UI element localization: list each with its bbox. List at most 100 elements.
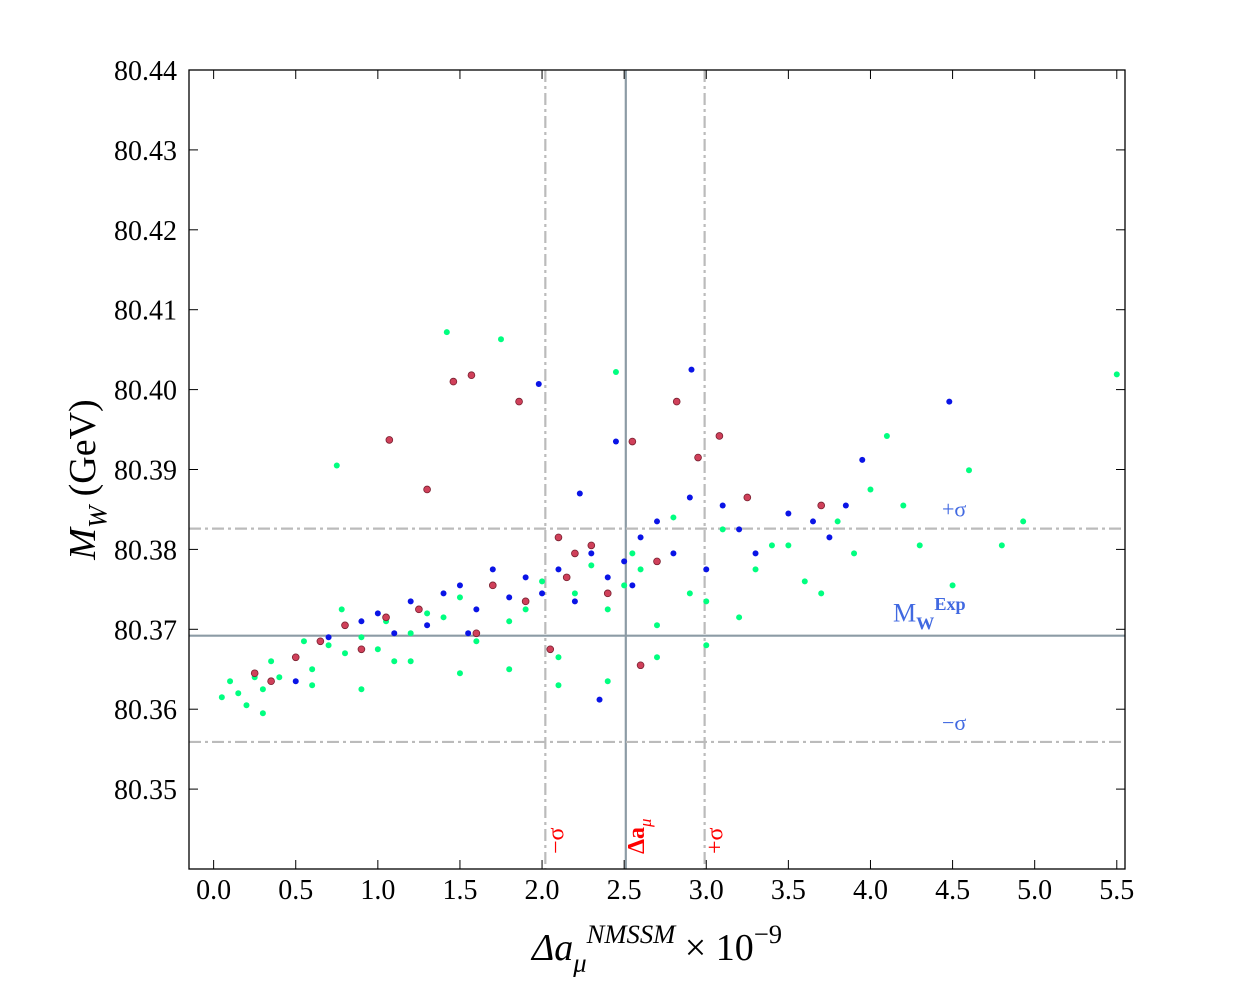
- scatter-point: [333, 462, 340, 469]
- scatter-point: [276, 674, 283, 681]
- scatter-point: [785, 510, 792, 517]
- x-tick-label: 1.5: [442, 875, 477, 906]
- scatter-point: [555, 654, 562, 661]
- scatter-point: [391, 658, 398, 665]
- scatter-point: [259, 710, 266, 717]
- scatter-point: [851, 550, 858, 557]
- scatter-point: [768, 542, 775, 549]
- scatter-point: [415, 605, 423, 614]
- scatter-point: [743, 493, 752, 502]
- y-reference-label: −σ: [942, 710, 966, 735]
- scatter-point: [603, 589, 612, 598]
- y-tick-label: 80.36: [114, 695, 177, 726]
- scatter-point: [587, 541, 596, 550]
- scatter-point: [596, 696, 603, 703]
- scatter-point: [407, 658, 414, 665]
- scatter-point: [515, 397, 523, 406]
- scatter-point: [719, 502, 726, 509]
- scatter-point: [670, 550, 677, 557]
- x-axis-label: ΔaμNMSSM × 10−9: [530, 919, 782, 978]
- scatter-point: [736, 526, 743, 533]
- y-tick-label: 80.35: [114, 775, 177, 806]
- scatter-point: [342, 650, 348, 657]
- scatter-point: [1020, 518, 1027, 525]
- scatter-point: [900, 502, 907, 509]
- scatter-point: [506, 594, 513, 601]
- scatter-point: [916, 542, 923, 549]
- scatter-point: [316, 637, 325, 646]
- series: [292, 366, 953, 703]
- scatter-point: [653, 557, 661, 566]
- scatter-point: [374, 610, 381, 617]
- label-part: W: [916, 613, 934, 633]
- scatter-point: [235, 690, 242, 697]
- scatter-point: [227, 678, 234, 685]
- label-part: W: [82, 503, 112, 528]
- scatter-point: [604, 678, 611, 685]
- scatter-point: [588, 550, 595, 557]
- label-part: M: [62, 526, 104, 561]
- scatter-point: [612, 369, 619, 376]
- scatter-point: [456, 670, 463, 677]
- label-part: +σ: [703, 827, 729, 854]
- scatter-point: [946, 398, 953, 405]
- series: [250, 371, 826, 686]
- scatter-point: [736, 614, 743, 621]
- scatter-point: [654, 654, 660, 661]
- y-reference-label: MWExp: [893, 594, 966, 634]
- scatter-point: [621, 582, 628, 589]
- scatter-point: [472, 629, 481, 638]
- scatter-point: [604, 574, 611, 581]
- scatter-point: [467, 371, 476, 380]
- scatter-point: [443, 329, 450, 336]
- x-tick-label: 3.5: [771, 875, 806, 906]
- scatter-point: [407, 598, 414, 605]
- x-tick-label: 0.5: [278, 875, 313, 906]
- scatter-point: [325, 642, 332, 649]
- y-reference-label: +σ: [942, 497, 966, 522]
- scatter-point: [423, 485, 431, 494]
- scatter-point: [576, 490, 583, 497]
- scatter-point: [456, 594, 463, 601]
- scatter-point: [1113, 371, 1120, 378]
- scatter-point: [654, 518, 660, 525]
- scatter-point: [357, 645, 366, 654]
- scatter-point: [489, 566, 496, 573]
- scatter-point: [506, 666, 513, 673]
- y-tick-label: 80.40: [114, 376, 177, 407]
- scatter-point: [801, 578, 808, 585]
- scatter-point: [488, 581, 497, 590]
- scatter-point: [309, 666, 316, 673]
- y-tick-label: 80.44: [114, 56, 177, 87]
- scatter-point: [291, 653, 300, 662]
- scatter-point: [358, 686, 365, 693]
- scatter-point: [966, 467, 972, 474]
- scatter-point: [522, 606, 529, 613]
- y-tick-label: 80.37: [114, 615, 177, 646]
- plot-area: −σ Δaμ +σ +σ MWExp −σ: [189, 70, 1125, 869]
- scatter-point: [810, 518, 816, 525]
- points: [218, 329, 1120, 717]
- scatter-point: [818, 590, 825, 597]
- scatter-point: [998, 542, 1005, 549]
- scatter-point: [686, 494, 693, 501]
- scatter-point: [473, 606, 480, 613]
- scatter-point: [465, 630, 472, 637]
- label-part: NMSSM: [586, 919, 677, 949]
- label-part: −9: [754, 919, 782, 949]
- scatter-point: [374, 646, 381, 653]
- x-tick-label: 4.0: [853, 875, 888, 906]
- label-part: Δa: [624, 827, 650, 854]
- x-reference-label: −σ: [543, 827, 569, 854]
- scatter-point: [604, 606, 611, 613]
- scatter-point: [498, 336, 504, 343]
- scatter-point: [834, 518, 841, 525]
- scatter-point: [300, 638, 307, 645]
- label-part: M: [893, 599, 916, 628]
- scatter-point: [883, 432, 890, 439]
- scatter-point: [785, 542, 792, 549]
- x-tick-label: 2.0: [525, 875, 560, 906]
- x-tick-label: 3.0: [689, 875, 724, 906]
- scatter-point: [637, 566, 644, 573]
